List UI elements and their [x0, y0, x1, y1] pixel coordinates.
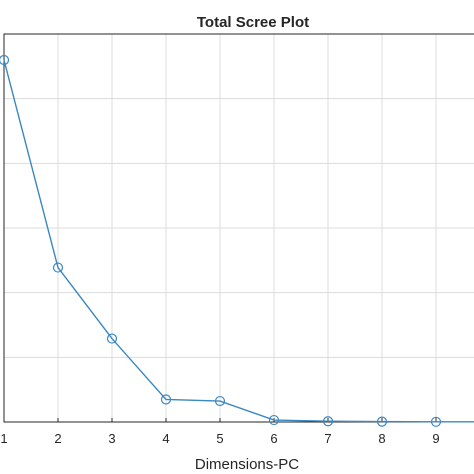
- data-point: [430, 416, 442, 427]
- x-tick-label: 2: [54, 431, 61, 446]
- data-point: [268, 414, 280, 426]
- x-tick-label: 8: [378, 431, 385, 446]
- series-line: [3, 59, 474, 423]
- plot-frame: [3, 33, 474, 423]
- x-tick-label: 1: [0, 431, 7, 446]
- data-point: [214, 395, 226, 407]
- x-tick-labels: 1 2 3 4 5 6 7 8 9: [0, 418, 440, 446]
- chart-title: Total Scree Plot: [197, 14, 309, 31]
- data-point: [52, 262, 64, 273]
- data-markers: [0, 54, 442, 427]
- x-axis-label: Dimensions-PC: [195, 456, 299, 473]
- data-point: [322, 416, 334, 427]
- data-point: [106, 333, 118, 344]
- data-point: [160, 394, 172, 405]
- x-tick-label: 5: [216, 431, 223, 446]
- x-tick-label: 7: [324, 431, 331, 446]
- x-tick-label: 4: [162, 431, 169, 446]
- x-tick-label: 9: [432, 431, 439, 446]
- grid-lines: [3, 34, 474, 422]
- x-tick-label: 6: [270, 431, 277, 446]
- x-tick-label: 3: [108, 431, 115, 446]
- data-point: [0, 54, 10, 66]
- data-point: [376, 416, 388, 427]
